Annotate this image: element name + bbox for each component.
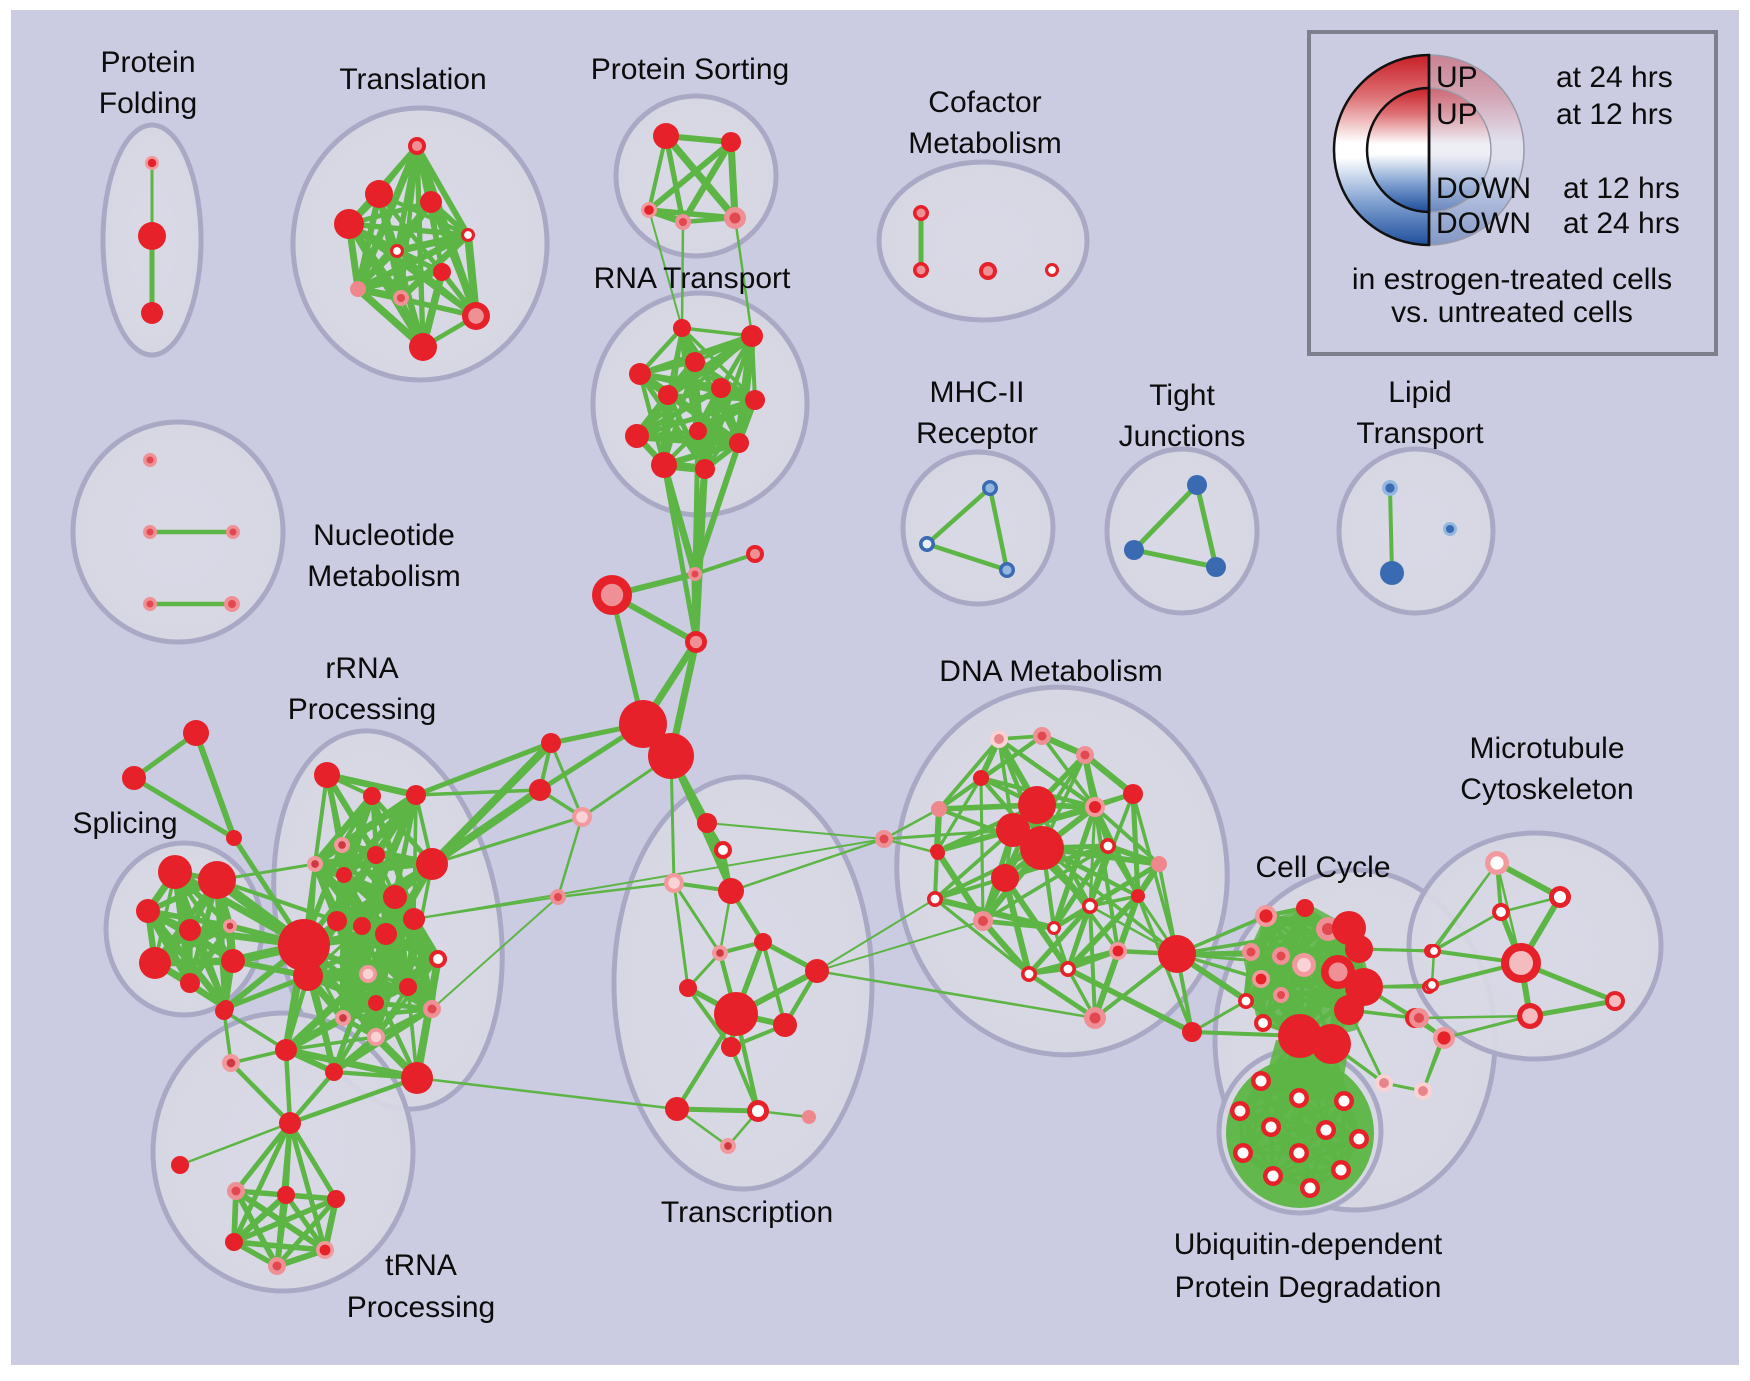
svg-text:Ubiquitin-dependent: Ubiquitin-dependent [1174,1228,1443,1261]
svg-text:Receptor: Receptor [916,417,1038,450]
svg-text:UP: UP [1436,98,1478,131]
svg-text:DOWN: DOWN [1436,207,1531,240]
svg-text:Protein: Protein [100,46,195,79]
svg-text:Protein Degradation: Protein Degradation [1175,1271,1442,1304]
svg-text:at 12 hrs: at 12 hrs [1556,98,1673,131]
svg-text:RNA Transport: RNA Transport [594,262,791,295]
svg-text:Microtubule: Microtubule [1469,732,1624,765]
svg-text:Nucleotide: Nucleotide [313,519,455,552]
svg-text:Transport: Transport [1356,417,1484,450]
svg-text:vs. untreated cells: vs. untreated cells [1391,296,1633,329]
svg-text:MHC-II: MHC-II [930,376,1025,409]
svg-text:Protein Sorting: Protein Sorting [591,53,789,86]
svg-text:Splicing: Splicing [72,807,177,840]
svg-text:tRNA: tRNA [385,1249,457,1282]
svg-text:Folding: Folding [99,87,197,120]
svg-text:at 12 hrs: at 12 hrs [1563,172,1680,205]
svg-text:Cytoskeleton: Cytoskeleton [1460,773,1633,806]
svg-text:Cofactor: Cofactor [928,86,1041,119]
svg-text:at 24 hrs: at 24 hrs [1563,207,1680,240]
svg-text:Junctions: Junctions [1119,420,1246,453]
svg-text:Translation: Translation [339,63,486,96]
svg-text:in estrogen-treated cells: in estrogen-treated cells [1352,263,1672,296]
svg-text:UP: UP [1436,61,1478,94]
svg-text:Processing: Processing [288,693,436,726]
svg-text:Transcription: Transcription [661,1196,833,1229]
svg-text:Processing: Processing [347,1291,495,1324]
svg-text:Cell Cycle: Cell Cycle [1255,851,1390,884]
svg-text:rRNA: rRNA [325,652,398,685]
svg-text:DNA Metabolism: DNA Metabolism [939,655,1162,688]
svg-text:at 24 hrs: at 24 hrs [1556,61,1673,94]
svg-text:DOWN: DOWN [1436,172,1531,205]
svg-text:Tight: Tight [1149,379,1215,412]
svg-text:Lipid: Lipid [1388,376,1451,409]
svg-text:Metabolism: Metabolism [307,560,460,593]
svg-text:Metabolism: Metabolism [908,127,1061,160]
